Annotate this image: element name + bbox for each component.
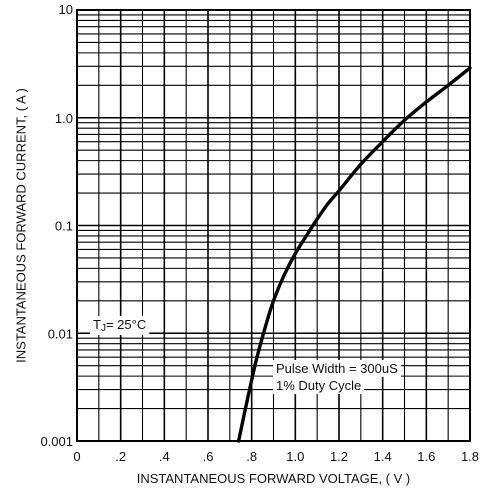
- annotations: TJ= 25°C Pulse Width = 300uS 1% Duty Cyc…: [90, 316, 402, 394]
- x-tick-label: 1.4: [374, 449, 392, 464]
- x-axis-title: INSTANTANEOUS FORWARD VOLTAGE, ( V ): [137, 471, 411, 486]
- x-tick-labels: 0 .2 .4 .6 .8 1.0 1.2 1.4 1.6 1.8: [73, 449, 479, 464]
- y-tick-label: 10: [59, 2, 73, 17]
- y-tick-label: 1.0: [55, 111, 73, 126]
- tj-label-background: [90, 316, 150, 335]
- pulse-label-background: [273, 360, 402, 377]
- duty-cycle-label: 1% Duty Cycle: [276, 378, 361, 393]
- pulse-width-label: Pulse Width = 300uS: [276, 361, 398, 376]
- x-tick-label: 1.6: [417, 449, 435, 464]
- x-tick-label: .8: [246, 449, 257, 464]
- x-tick-label: 0: [73, 449, 80, 464]
- x-tick-label: .2: [115, 449, 126, 464]
- curve-layer: [236, 66, 472, 443]
- y-tick-label: 0.1: [55, 219, 73, 234]
- x-tick-label: 1.2: [330, 449, 348, 464]
- x-tick-label: 1.0: [286, 449, 304, 464]
- x-tick-label: 1.8: [461, 449, 479, 464]
- y-tick-label: 0.001: [40, 434, 73, 449]
- y-axis-title: INSTANTANEOUS FORWARD CURRENT, ( A ): [13, 88, 28, 363]
- x-tick-label: .4: [159, 449, 170, 464]
- x-tick-label: .6: [203, 449, 214, 464]
- y-tick-label: 0.01: [48, 326, 73, 341]
- y-tick-labels: 0.001 0.01 0.1 1.0 10: [40, 2, 73, 449]
- duty-label-background: [273, 377, 365, 394]
- forward-current-curve: [236, 66, 472, 443]
- tj-label: TJ= 25°C: [93, 317, 146, 334]
- plot-frame: [76, 9, 471, 442]
